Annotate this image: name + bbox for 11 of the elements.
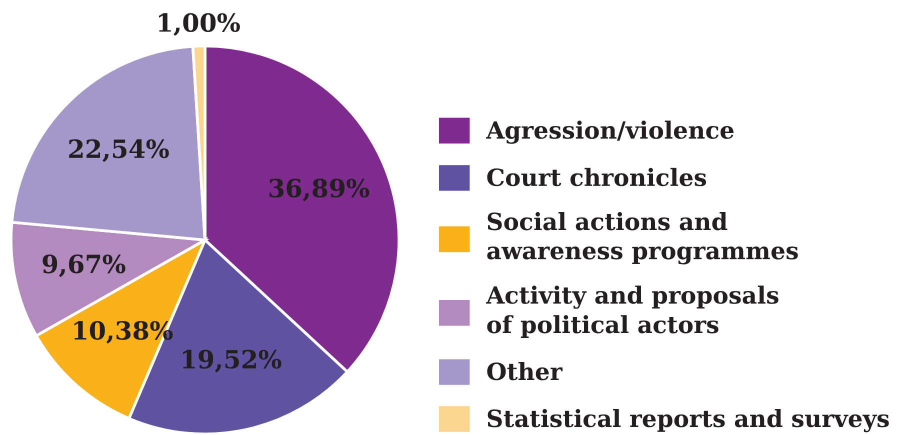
legend-label: Social actions and awareness programmes xyxy=(487,212,798,264)
legend-label: Statistical reports and surveys xyxy=(488,409,889,432)
legend-label: Agression/violence xyxy=(486,120,734,144)
data-label: 19,52% xyxy=(182,350,282,372)
data-label: 9,67% xyxy=(42,254,126,278)
data-label: 36,89% xyxy=(270,178,370,202)
legend-label: Activity and proposals of political actors xyxy=(486,286,778,338)
legend-label: Court chronicles xyxy=(487,168,706,186)
legend-label: Other xyxy=(487,362,563,380)
data-label: 1,00% xyxy=(158,13,240,36)
data-label: 22,54% xyxy=(69,139,169,162)
